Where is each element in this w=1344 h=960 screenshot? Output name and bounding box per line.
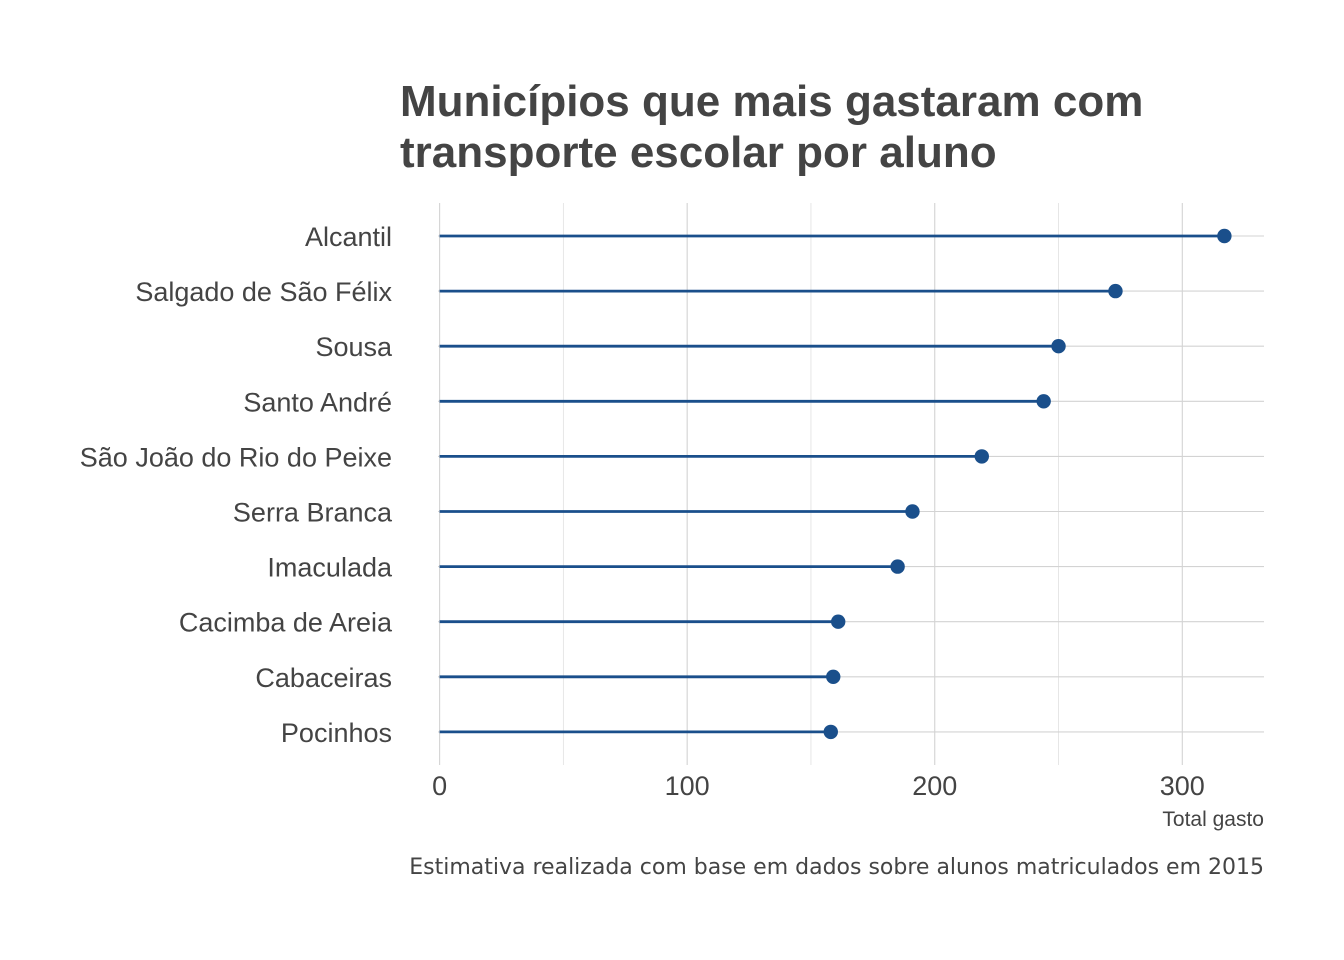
lollipop-point (1108, 283, 1123, 299)
x-tick-label: 300 (1160, 771, 1205, 801)
category-label: Santo André (243, 387, 392, 417)
x-tick-label: 100 (665, 771, 710, 801)
lollipop-point (905, 504, 920, 519)
grid-lines (438, 203, 1264, 765)
x-tick-label: 0 (432, 771, 447, 801)
lollipop-point (826, 669, 841, 684)
lollipop-point (823, 724, 838, 740)
lollipop-stems (439, 234, 1225, 734)
chart-caption: Estimativa realizada com base em dados s… (409, 855, 1264, 880)
category-label: Imaculada (267, 553, 393, 583)
chart-title: Municípios que mais gastaram com transpo… (400, 77, 1143, 177)
lollipop-point (1036, 394, 1051, 409)
lollipop-point (974, 449, 989, 464)
category-label: Salgado de São Félix (135, 277, 392, 307)
lollipop-point (890, 559, 905, 574)
category-label: Alcantil (305, 222, 392, 252)
category-label: Sousa (315, 332, 393, 362)
category-label: Cabaceiras (255, 663, 392, 693)
x-tick-label: 200 (912, 771, 957, 801)
lollipop-points (823, 228, 1232, 740)
lollipop-point (830, 614, 846, 629)
category-label: Pocinhos (281, 718, 392, 748)
category-labels: Alcantil Salgado de São Félix Sousa Santo A… (80, 222, 393, 748)
category-label: Cacimba de Areia (179, 608, 393, 638)
lollipop-point (1051, 339, 1066, 354)
lollipop-point (1217, 228, 1232, 244)
x-axis-tick-labels: 0 100 200 300 (432, 771, 1205, 801)
category-label: São João do Rio do Peixe (80, 442, 392, 472)
chart-title-line-2: transporte escolar por aluno (400, 128, 997, 177)
x-axis-title: Total gasto (1162, 808, 1264, 831)
chart-title-line-1: Municípios que mais gastaram com (400, 77, 1143, 126)
category-label: Serra Branca (233, 498, 393, 528)
